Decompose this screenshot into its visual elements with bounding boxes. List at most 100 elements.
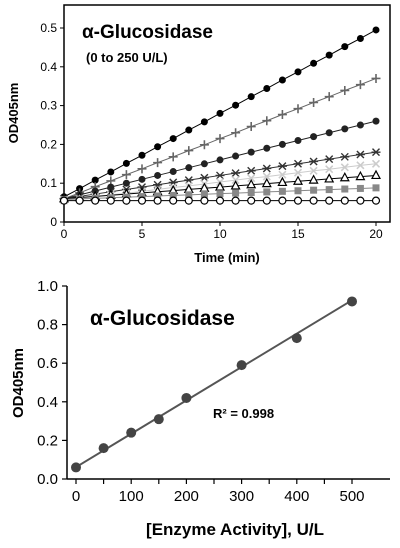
kinetics-x-axis-label: Time (min) xyxy=(194,250,260,265)
kinetics-data-point xyxy=(246,122,256,132)
kinetics-data-point xyxy=(199,140,209,150)
kinetics-data-point xyxy=(356,34,364,42)
kinetics-data-point xyxy=(184,146,194,156)
kinetics-data-point xyxy=(309,97,319,107)
kinetics-plot-frame xyxy=(63,4,391,223)
kinetics-data-point xyxy=(231,169,241,178)
kinetics-data-point xyxy=(325,129,333,137)
kinetics-data-point xyxy=(91,176,99,184)
kinetics-data-point xyxy=(231,176,240,185)
kinetics-data-point xyxy=(231,196,240,205)
kinetics-data-point xyxy=(138,151,146,159)
standard-x-tick-label: 100 xyxy=(119,488,144,505)
standard-title: α-Glucosidase xyxy=(90,307,235,330)
kinetics-data-point xyxy=(107,168,115,176)
kinetics-data-point xyxy=(294,68,302,76)
kinetics-data-point xyxy=(231,128,241,138)
kinetics-data-point xyxy=(371,169,381,180)
kinetics-data-point xyxy=(293,104,303,114)
standard-y-tick-label: 0.4 xyxy=(37,394,58,411)
kinetics-data-point xyxy=(200,118,208,126)
kinetics-data-point xyxy=(247,196,256,205)
kinetics-data-point xyxy=(309,157,319,166)
kinetics-data-point xyxy=(106,196,115,205)
standard-y-tick-label: 0.8 xyxy=(37,317,58,334)
kinetics-data-point xyxy=(355,150,365,159)
kinetics-data-point xyxy=(324,155,334,164)
standard-y-tick-label: 0.2 xyxy=(37,432,58,449)
kinetics-data-point xyxy=(324,92,334,102)
kinetics-data-point xyxy=(185,191,193,199)
kinetics-title: α-Glucosidase xyxy=(82,22,213,43)
kinetics-data-point xyxy=(184,196,193,205)
standard-data-point xyxy=(71,462,81,473)
kinetics-data-point xyxy=(325,196,334,205)
kinetics-data-point xyxy=(340,152,350,161)
kinetics-data-point xyxy=(325,51,333,59)
kinetics-chart: α-Glucosidase (0 to 250 U/L) Time (min) … xyxy=(6,4,391,265)
kinetics-data-point xyxy=(339,171,350,182)
kinetics-data-point xyxy=(263,144,271,152)
kinetics-data-point xyxy=(200,190,208,198)
kinetics-data-point xyxy=(371,159,381,168)
kinetics-data-point xyxy=(263,85,271,93)
kinetics-data-point xyxy=(262,172,271,181)
kinetics-data-point xyxy=(122,159,130,167)
kinetics-data-point xyxy=(59,196,69,205)
kinetics-data-point xyxy=(293,168,303,177)
kinetics-data-point xyxy=(293,175,303,185)
kinetics-data-point xyxy=(169,191,177,199)
kinetics-data-point xyxy=(154,171,162,179)
kinetics-data-point xyxy=(294,137,302,145)
kinetics-data-point xyxy=(355,80,365,90)
kinetics-data-point xyxy=(232,101,240,109)
standard-y-tick-label: 0.0 xyxy=(37,471,58,488)
kinetics-data-point xyxy=(310,133,318,141)
kinetics-data-point xyxy=(308,174,319,184)
standard-fit-line xyxy=(74,297,356,469)
standard-y-tick-label: 1.0 xyxy=(37,278,58,295)
kinetics-data-point xyxy=(278,187,286,195)
kinetics-subtitle: (0 to 250 U/L) xyxy=(86,50,168,65)
kinetics-x-tick-label: 0 xyxy=(61,227,68,241)
kinetics-data-point xyxy=(246,178,257,189)
kinetics-data-point xyxy=(168,152,178,162)
kinetics-data-point xyxy=(137,164,147,174)
standard-x-axis-label: [Enzyme Activity], U/L xyxy=(146,520,324,539)
kinetics-data-point xyxy=(185,126,193,134)
kinetics-data-point xyxy=(247,148,255,156)
kinetics-data-point xyxy=(355,170,366,181)
kinetics-data-point xyxy=(325,186,333,194)
kinetics-data-point xyxy=(294,187,302,195)
kinetics-data-point xyxy=(216,109,224,117)
kinetics-data-point xyxy=(232,152,240,160)
standard-curve-chart: α-Glucosidase R² = 0.998 [Enzyme Activit… xyxy=(10,278,390,539)
standard-data-point xyxy=(153,414,164,425)
kinetics-y-tick-label: 0.1 xyxy=(40,176,57,190)
kinetics-data-point xyxy=(356,184,364,192)
kinetics-data-point xyxy=(91,196,100,205)
kinetics-data-point xyxy=(230,180,241,190)
kinetics-data-point xyxy=(215,181,225,191)
kinetics-data-point xyxy=(216,156,224,164)
kinetics-data-point xyxy=(278,140,286,148)
kinetics-data-point xyxy=(153,196,162,205)
kinetics-data-point xyxy=(278,196,287,205)
kinetics-data-point xyxy=(154,143,162,151)
kinetics-data-point xyxy=(137,196,147,205)
standard-x-tick-label: 500 xyxy=(339,488,364,505)
kinetics-data-point xyxy=(277,162,287,171)
kinetics-data-point xyxy=(277,110,287,120)
kinetics-data-point xyxy=(372,184,380,192)
kinetics-data-point xyxy=(246,166,256,175)
kinetics-data-point xyxy=(340,196,349,205)
kinetics-data-point xyxy=(169,168,177,176)
kinetics-data-point xyxy=(122,196,131,205)
standard-data-point xyxy=(236,360,247,371)
kinetics-data-point xyxy=(121,170,131,180)
kinetics-data-point xyxy=(341,43,349,51)
kinetics-data-point xyxy=(169,196,178,205)
kinetics-data-point xyxy=(340,85,350,95)
standard-y-tick-label: 0.6 xyxy=(37,355,58,372)
